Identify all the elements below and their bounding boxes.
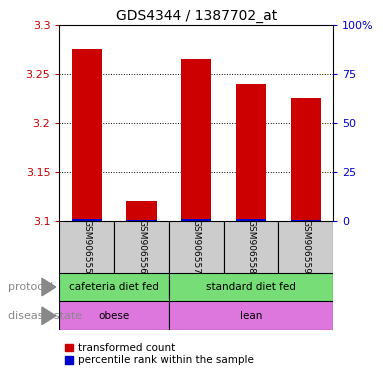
Bar: [224, 221, 278, 273]
Bar: [59, 221, 114, 273]
Bar: [126, 201, 157, 221]
Bar: [236, 219, 266, 221]
Text: lean: lean: [240, 311, 262, 321]
Bar: [59, 301, 169, 330]
Legend: transformed count, percentile rank within the sample: transformed count, percentile rank withi…: [65, 343, 254, 365]
Polygon shape: [42, 307, 56, 324]
Text: GSM906556: GSM906556: [137, 219, 146, 274]
Text: obese: obese: [98, 311, 130, 321]
Bar: [169, 301, 333, 330]
Bar: [126, 220, 157, 221]
Text: protocol: protocol: [8, 282, 53, 292]
Bar: [114, 221, 169, 273]
Text: GSM906559: GSM906559: [301, 219, 310, 274]
Bar: [278, 221, 333, 273]
Bar: [236, 84, 266, 221]
Text: GSM906558: GSM906558: [247, 219, 255, 274]
Bar: [291, 98, 321, 221]
Bar: [291, 220, 321, 221]
Bar: [181, 219, 211, 221]
Text: GSM906557: GSM906557: [192, 219, 201, 274]
Text: standard diet fed: standard diet fed: [206, 282, 296, 292]
Bar: [169, 221, 224, 273]
Text: GSM906555: GSM906555: [82, 219, 91, 274]
Bar: [72, 219, 102, 221]
Bar: [181, 59, 211, 221]
Bar: [59, 273, 169, 301]
Text: cafeteria diet fed: cafeteria diet fed: [69, 282, 159, 292]
Title: GDS4344 / 1387702_at: GDS4344 / 1387702_at: [116, 8, 277, 23]
Bar: [72, 50, 102, 221]
Polygon shape: [42, 278, 56, 296]
Bar: [169, 273, 333, 301]
Text: disease state: disease state: [8, 311, 82, 321]
